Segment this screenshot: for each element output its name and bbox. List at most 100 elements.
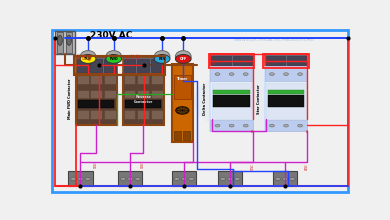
- FancyBboxPatch shape: [137, 75, 149, 84]
- Circle shape: [215, 73, 220, 75]
- Circle shape: [194, 69, 309, 133]
- Circle shape: [176, 107, 189, 114]
- FancyBboxPatch shape: [77, 110, 89, 119]
- FancyBboxPatch shape: [124, 110, 135, 119]
- FancyBboxPatch shape: [104, 75, 116, 84]
- FancyBboxPatch shape: [76, 74, 117, 125]
- FancyBboxPatch shape: [265, 120, 307, 131]
- FancyBboxPatch shape: [90, 110, 102, 119]
- FancyBboxPatch shape: [118, 171, 142, 186]
- Text: Delta Contactor: Delta Contactor: [203, 83, 207, 115]
- Text: 13NO: 13NO: [127, 53, 131, 60]
- FancyBboxPatch shape: [268, 95, 304, 107]
- Circle shape: [220, 177, 225, 180]
- Ellipse shape: [80, 51, 96, 62]
- FancyBboxPatch shape: [104, 90, 116, 98]
- Circle shape: [106, 55, 122, 63]
- Text: WWW.ELECTRICALTECHNOLOGY.ORG: WWW.ELECTRICALTECHNOLOGY.ORG: [233, 38, 314, 42]
- Circle shape: [282, 177, 288, 180]
- Text: 230V AC: 230V AC: [90, 31, 132, 40]
- Text: OFF: OFF: [180, 57, 187, 61]
- Text: A1: A1: [191, 140, 194, 145]
- Circle shape: [174, 177, 180, 180]
- Circle shape: [235, 177, 240, 180]
- FancyBboxPatch shape: [273, 171, 297, 186]
- Text: Reverse
Contactor: Reverse Contactor: [133, 95, 153, 104]
- Circle shape: [80, 55, 96, 63]
- Circle shape: [189, 177, 194, 180]
- Circle shape: [78, 177, 83, 180]
- FancyBboxPatch shape: [211, 120, 253, 131]
- FancyBboxPatch shape: [151, 75, 163, 84]
- Text: 27NC: 27NC: [251, 163, 255, 170]
- FancyBboxPatch shape: [174, 75, 191, 99]
- Circle shape: [243, 124, 248, 127]
- Circle shape: [275, 177, 280, 180]
- Text: A1: A1: [305, 130, 309, 134]
- Text: A1: A1: [251, 130, 254, 134]
- Text: A1: A1: [218, 59, 222, 62]
- Text: 21NC: 21NC: [267, 57, 271, 64]
- Text: Timer: Timer: [177, 77, 188, 81]
- Text: 83NO: 83NO: [89, 53, 92, 60]
- FancyBboxPatch shape: [124, 59, 135, 72]
- Circle shape: [154, 55, 170, 63]
- Circle shape: [298, 124, 303, 127]
- Text: 61NC: 61NC: [83, 53, 87, 59]
- FancyBboxPatch shape: [183, 131, 190, 140]
- Text: 61NC: 61NC: [132, 53, 136, 59]
- Circle shape: [298, 73, 303, 75]
- FancyBboxPatch shape: [172, 171, 196, 186]
- Circle shape: [269, 124, 274, 127]
- FancyBboxPatch shape: [90, 90, 102, 98]
- FancyBboxPatch shape: [90, 75, 102, 84]
- Ellipse shape: [154, 51, 170, 62]
- FancyBboxPatch shape: [151, 59, 163, 72]
- FancyBboxPatch shape: [57, 32, 63, 53]
- Circle shape: [85, 177, 90, 180]
- Circle shape: [71, 177, 76, 180]
- FancyBboxPatch shape: [266, 56, 285, 65]
- FancyBboxPatch shape: [211, 67, 253, 131]
- Text: REV: REV: [158, 57, 166, 61]
- FancyBboxPatch shape: [213, 95, 250, 107]
- FancyBboxPatch shape: [123, 74, 164, 125]
- FancyBboxPatch shape: [265, 67, 307, 81]
- FancyBboxPatch shape: [211, 67, 253, 81]
- FancyBboxPatch shape: [213, 90, 250, 94]
- Circle shape: [229, 124, 234, 127]
- FancyBboxPatch shape: [68, 171, 92, 186]
- Circle shape: [290, 177, 295, 180]
- FancyBboxPatch shape: [76, 57, 117, 74]
- Circle shape: [284, 73, 289, 75]
- FancyBboxPatch shape: [78, 100, 114, 108]
- FancyBboxPatch shape: [77, 90, 89, 98]
- FancyBboxPatch shape: [123, 57, 164, 74]
- Ellipse shape: [176, 51, 191, 62]
- FancyBboxPatch shape: [287, 56, 306, 65]
- FancyBboxPatch shape: [211, 54, 253, 67]
- Ellipse shape: [67, 35, 71, 45]
- Circle shape: [177, 108, 187, 113]
- Text: 63NO: 63NO: [78, 53, 82, 59]
- Ellipse shape: [57, 35, 62, 45]
- Circle shape: [215, 124, 220, 127]
- Circle shape: [227, 177, 233, 180]
- FancyBboxPatch shape: [137, 90, 149, 98]
- Text: 14NC: 14NC: [94, 161, 98, 168]
- Text: TRIP: TRIP: [84, 57, 92, 61]
- Text: A1: A1: [273, 59, 277, 62]
- FancyBboxPatch shape: [151, 90, 163, 98]
- FancyBboxPatch shape: [77, 75, 89, 84]
- FancyBboxPatch shape: [104, 59, 116, 72]
- Circle shape: [176, 55, 191, 63]
- Text: 28NC: 28NC: [305, 163, 309, 170]
- FancyBboxPatch shape: [55, 31, 75, 53]
- Text: FWD: FWD: [110, 57, 118, 61]
- Circle shape: [284, 124, 289, 127]
- FancyBboxPatch shape: [66, 32, 72, 53]
- Text: A1: A1: [94, 123, 98, 128]
- FancyBboxPatch shape: [266, 83, 306, 119]
- FancyBboxPatch shape: [137, 59, 149, 72]
- FancyBboxPatch shape: [104, 110, 116, 119]
